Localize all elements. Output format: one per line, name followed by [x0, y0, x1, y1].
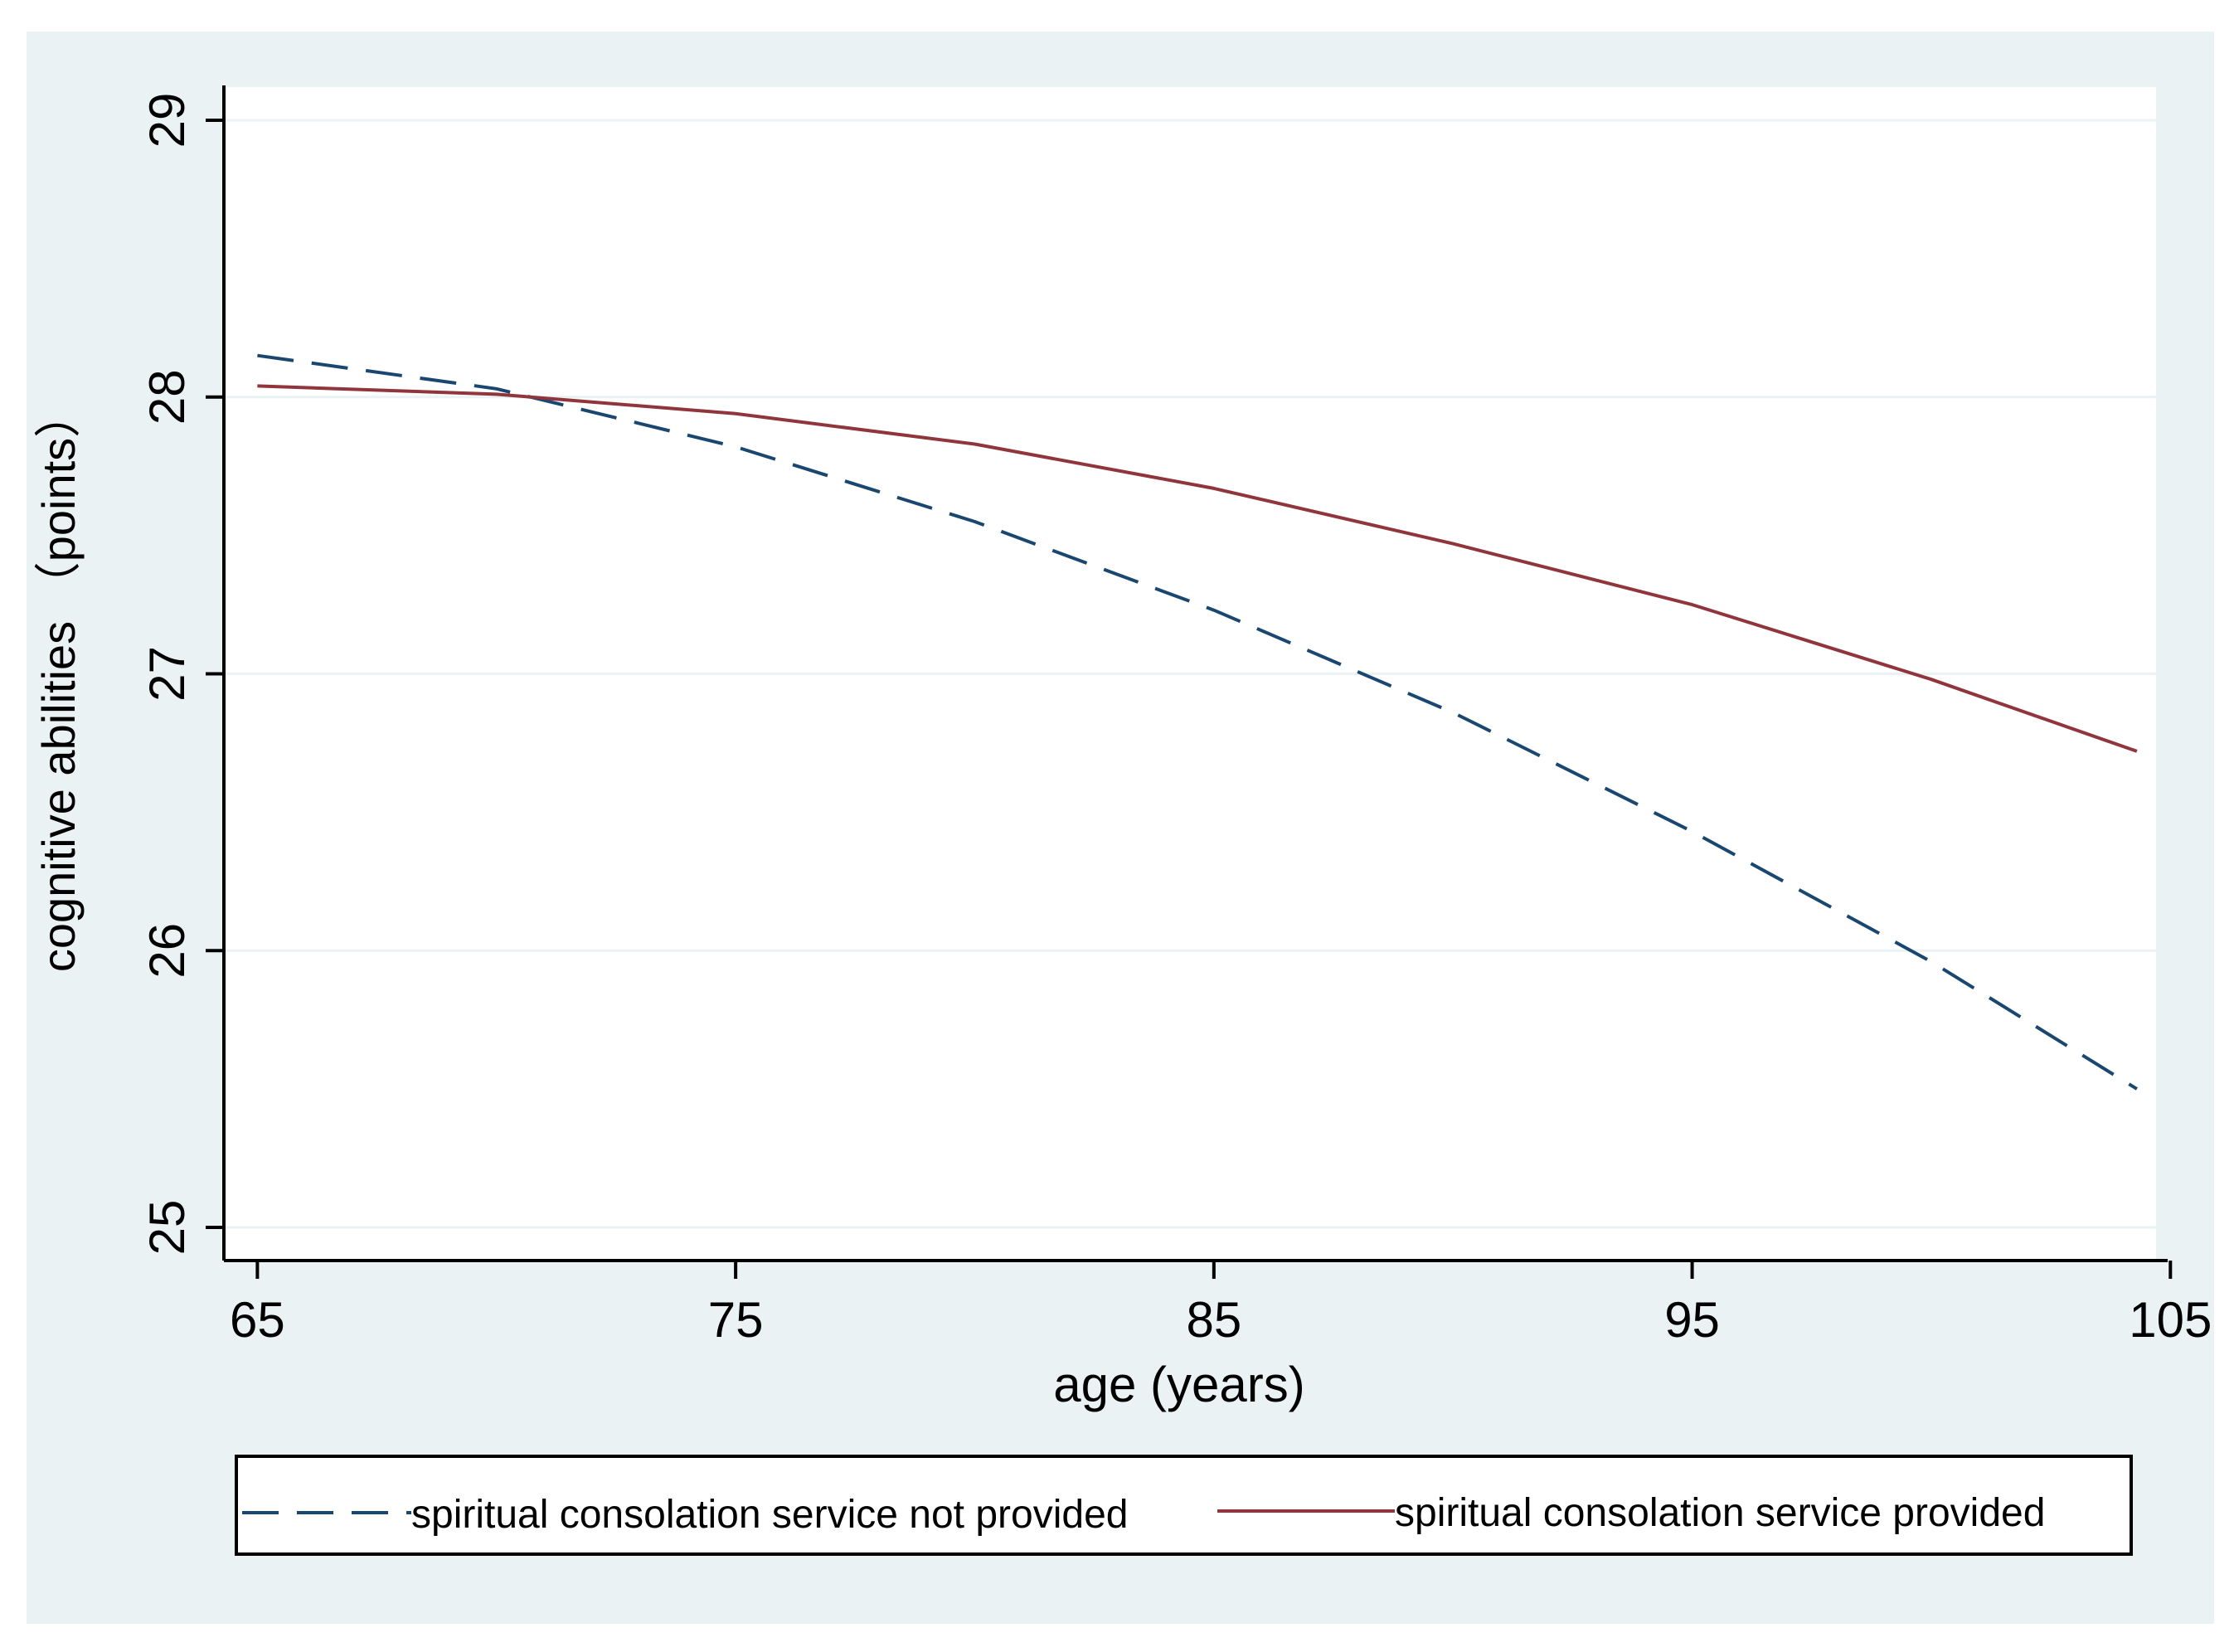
- x-tick-label-0: 65: [230, 1292, 285, 1348]
- y-tick-label-1: 26: [139, 923, 195, 979]
- y-tick-label-3: 28: [139, 369, 195, 425]
- legend-label-not-provided: spiritual consolation service not provid…: [411, 1493, 1128, 1537]
- y-axis-title: cognitive abilities （points）: [32, 391, 85, 972]
- y-tick-label-2: 27: [139, 646, 195, 702]
- x-tick-label-4: 105: [2129, 1292, 2212, 1348]
- legend-label-provided: spiritual consolation service provided: [1395, 1491, 2045, 1535]
- x-tick-label-1: 75: [708, 1292, 764, 1348]
- legend: spiritual consolation service not provid…: [235, 1455, 2133, 1556]
- series-layer: [257, 353, 2138, 1091]
- x-tick-label-3: 95: [1664, 1292, 1720, 1348]
- legend-box: [235, 1455, 2133, 1556]
- y-tick-label-0: 25: [139, 1200, 195, 1256]
- x-axis-title: age (years): [1053, 1357, 1304, 1412]
- ticks-layer: 65 75 85 95 105 25 26 27 28 29: [139, 93, 2212, 1348]
- series-line-0: [257, 353, 2138, 1091]
- y-tick-label-4: 29: [139, 93, 195, 148]
- series-line-1: [257, 384, 2138, 753]
- x-tick-label-2: 85: [1186, 1292, 1241, 1348]
